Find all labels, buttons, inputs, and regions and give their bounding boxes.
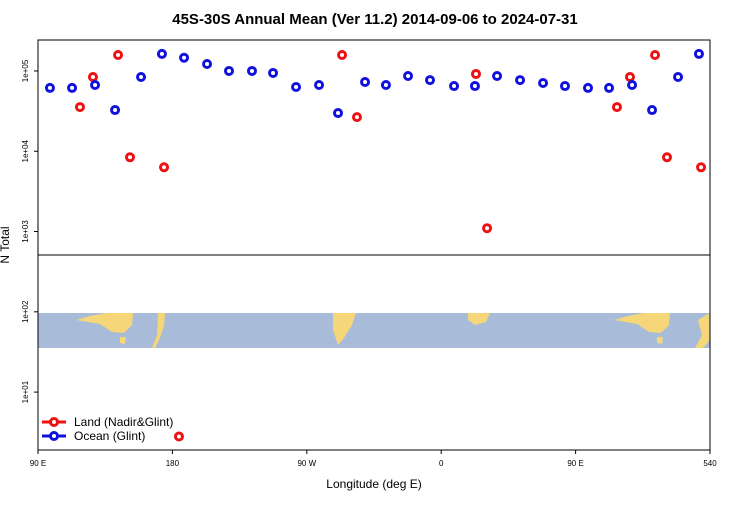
point — [604, 82, 615, 93]
point — [159, 162, 170, 173]
point — [627, 80, 638, 91]
point — [314, 80, 325, 91]
point — [515, 75, 526, 86]
chart-title: 45S-30S Annual Mean (Ver 11.2) 2014-09-0… — [172, 11, 578, 28]
plot-frame — [37, 39, 711, 451]
australia — [614, 313, 670, 344]
point — [482, 223, 493, 234]
point — [179, 52, 190, 63]
point — [351, 112, 362, 123]
y-tick-label: 1e+03 — [21, 220, 30, 243]
point — [44, 82, 55, 93]
x-tick-label: 180 — [166, 459, 180, 468]
point — [223, 65, 234, 76]
point — [380, 80, 391, 91]
legend-label: Land (Nadir&Glint) — [74, 415, 173, 429]
point — [136, 71, 147, 82]
point — [469, 81, 480, 92]
point — [650, 50, 661, 61]
point — [582, 82, 593, 93]
point — [173, 431, 184, 442]
new-zealand — [695, 313, 710, 348]
south-america — [333, 313, 356, 345]
point — [291, 82, 302, 93]
australia — [76, 313, 133, 344]
point — [67, 82, 78, 93]
point — [202, 59, 213, 70]
point — [403, 70, 414, 81]
x-tick-label: 540 — [703, 459, 717, 468]
legend-marker — [49, 417, 59, 427]
x-tick-label: 90 W — [297, 459, 316, 468]
point — [425, 75, 435, 86]
point — [611, 102, 622, 113]
point — [74, 102, 85, 113]
point — [337, 50, 348, 61]
point — [246, 65, 257, 76]
x-tick-label: 0 — [439, 459, 444, 468]
point — [470, 68, 481, 79]
point — [673, 71, 684, 82]
y-axis-label: N Total — [0, 226, 12, 263]
ocean-map — [38, 313, 710, 348]
x-tick-label: 90 E — [567, 459, 583, 468]
point — [538, 77, 549, 88]
y-tick-label: 1e+05 — [21, 59, 30, 82]
point — [124, 152, 135, 163]
point — [90, 80, 101, 91]
africa — [468, 313, 490, 325]
point — [647, 105, 658, 116]
point — [449, 81, 460, 92]
point — [110, 105, 121, 116]
map-strip — [38, 313, 710, 348]
point — [661, 152, 672, 163]
point — [333, 108, 344, 119]
point — [360, 77, 371, 88]
point — [559, 81, 570, 92]
point — [696, 162, 707, 173]
y-tick-label: 1e+02 — [21, 300, 30, 323]
legend-marker — [49, 431, 59, 441]
new-zealand — [152, 313, 165, 348]
point — [113, 50, 124, 61]
y-tick-label: 1e+01 — [21, 380, 30, 403]
point — [693, 48, 704, 59]
y-tick-label: 1e+04 — [21, 139, 30, 162]
point — [492, 70, 503, 81]
point — [268, 67, 279, 78]
x-tick-label: 90 E — [30, 459, 46, 468]
legend-label: Ocean (Glint) — [74, 429, 145, 443]
x-axis-label: Longitude (deg E) — [326, 477, 421, 491]
point — [156, 48, 167, 59]
